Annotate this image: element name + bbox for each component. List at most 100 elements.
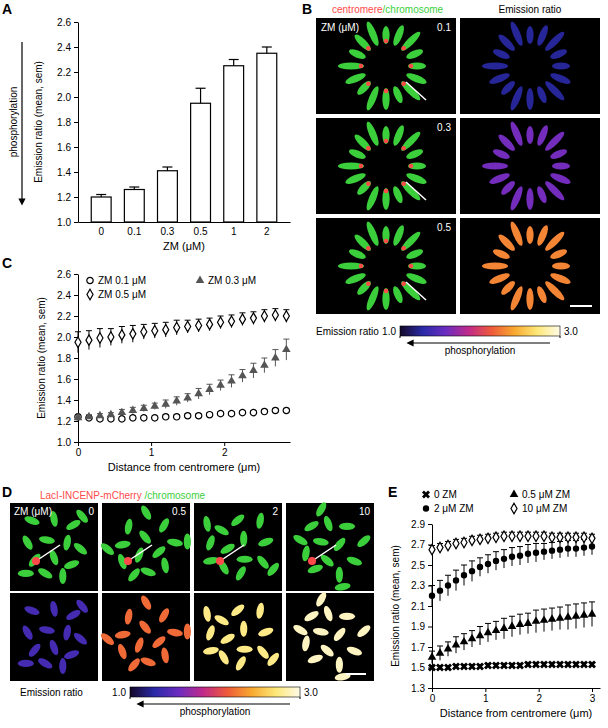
tick-label: 1	[149, 447, 155, 458]
chromosome-group	[94, 584, 198, 689]
point	[461, 537, 467, 548]
chromosome	[202, 515, 212, 532]
chromosome	[382, 88, 389, 110]
measure-line	[406, 182, 426, 200]
chromosome	[116, 643, 128, 660]
point	[228, 316, 234, 327]
y-axis: 1.31.51.71.92.12.32.52.72.9	[411, 519, 432, 694]
header-part: centromere	[332, 4, 383, 15]
tick-label: 2	[264, 226, 270, 237]
point	[141, 415, 147, 421]
point	[185, 321, 191, 332]
chromosome	[213, 613, 230, 627]
tick-label: 2.2	[57, 67, 71, 78]
chromosome	[202, 605, 212, 622]
chromosome	[332, 536, 348, 553]
point	[589, 533, 595, 544]
chromosome	[99, 631, 116, 647]
error-cap	[517, 614, 523, 615]
point	[517, 531, 523, 542]
point	[548, 614, 557, 621]
centromere	[401, 246, 406, 251]
centromere	[384, 239, 389, 244]
tick-mark	[74, 222, 78, 223]
point	[207, 319, 213, 330]
chromosome	[59, 568, 66, 584]
chromosome	[20, 624, 34, 641]
tick-mark	[74, 197, 78, 198]
incenp-spot	[124, 557, 132, 565]
point	[250, 409, 256, 415]
point	[588, 609, 597, 616]
tick: 0.1	[127, 226, 141, 237]
chromosome	[344, 71, 367, 86]
chromosome	[391, 285, 405, 304]
centromere	[401, 181, 406, 186]
error-cap	[130, 325, 136, 326]
chromosome	[139, 566, 156, 578]
panel: A1.01.21.41.61.82.02.22.42.600.10.30.512…	[2, 1, 291, 252]
chromosome	[160, 557, 170, 574]
chromosome	[237, 646, 253, 653]
bar	[191, 103, 211, 222]
point	[501, 556, 507, 562]
chromosome-group	[18, 508, 90, 584]
tick-label: 1.4	[57, 167, 71, 178]
point	[506, 659, 518, 671]
point	[509, 554, 515, 560]
point	[485, 533, 491, 544]
point	[485, 561, 491, 567]
tick: 1.5	[411, 662, 432, 673]
column-label: Emission ratio	[499, 4, 562, 15]
chromosome	[72, 541, 89, 557]
plot-area	[74, 309, 291, 422]
tick: 2	[536, 688, 542, 704]
column-label: 2	[272, 506, 278, 517]
chromosome	[184, 624, 191, 640]
point	[549, 532, 555, 543]
point	[74, 413, 83, 420]
chromosome	[382, 288, 389, 310]
error-bar	[129, 187, 139, 190]
tick-label: 0.3	[160, 226, 174, 237]
tick-mark	[74, 122, 78, 123]
chromosome	[338, 162, 364, 169]
tick-label: 1.6	[57, 142, 71, 153]
point	[581, 532, 587, 543]
chromosome	[391, 124, 406, 147]
chromosome	[508, 120, 525, 147]
plot-area	[426, 531, 598, 673]
tick-mark	[74, 72, 78, 73]
chromosome	[364, 220, 381, 247]
tick-mark	[432, 688, 433, 692]
legend-label: ZM 0.5 μM	[98, 289, 146, 300]
error-cap	[108, 328, 114, 329]
point	[453, 538, 459, 549]
chromosome	[137, 529, 153, 546]
chromosome	[303, 609, 320, 623]
point	[580, 610, 589, 617]
chromosome	[391, 85, 405, 104]
row-title: ZM (μM)	[14, 506, 52, 517]
point	[570, 658, 582, 670]
tick-mark	[428, 606, 432, 607]
error-cap	[229, 59, 239, 60]
legend-marker	[87, 277, 93, 283]
chromosome	[157, 607, 171, 624]
tick-label: 2	[222, 447, 228, 458]
tick-mark	[78, 442, 79, 446]
chromosome	[552, 162, 570, 169]
chromosome	[492, 247, 511, 261]
chromosome	[234, 565, 248, 582]
tick: 0	[430, 688, 436, 704]
error-cap	[509, 616, 515, 617]
chromosome	[552, 62, 570, 69]
tick-label: 1.9	[411, 621, 425, 632]
point	[522, 658, 534, 670]
point	[549, 547, 555, 553]
point	[436, 648, 445, 655]
point	[564, 612, 573, 619]
tick: 1.0	[57, 217, 78, 228]
chromosome	[405, 147, 424, 161]
point	[282, 345, 291, 352]
